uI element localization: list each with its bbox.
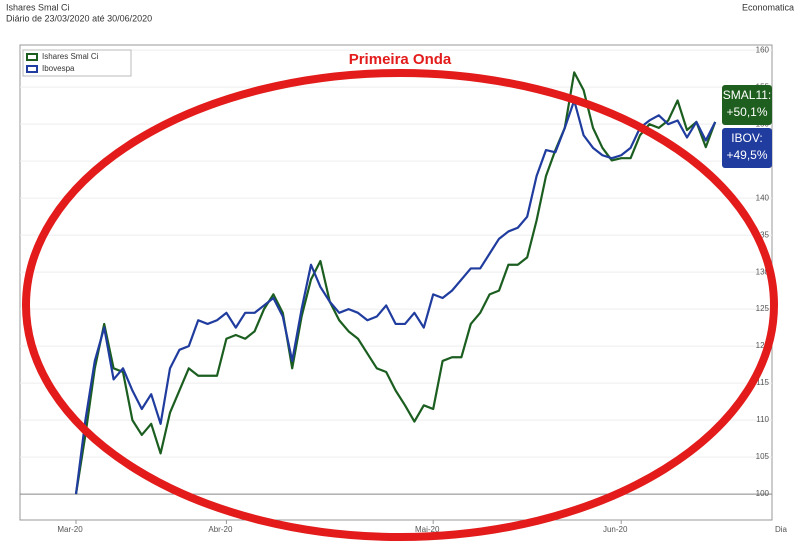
y-tick-label: 160 — [756, 45, 770, 54]
callout-box — [722, 85, 772, 125]
y-tick-label: 130 — [756, 267, 770, 276]
x-tick-label: Mai-20 — [415, 525, 440, 534]
legend-swatch — [26, 65, 38, 73]
series-line — [74, 99, 717, 495]
y-tick-label: 115 — [756, 378, 769, 387]
chart-title: Ishares Smal Ci — [6, 2, 70, 12]
callout-text: +49,5% — [726, 148, 767, 162]
y-tick-label: 120 — [756, 341, 770, 350]
x-tick-label: Jun-20 — [603, 525, 628, 534]
callout-text: IBOV: — [731, 131, 763, 145]
annotation: Primeira Onda — [349, 51, 452, 68]
legend-box — [22, 49, 132, 77]
y-tick-label: 105 — [756, 452, 770, 461]
x-tick-label: Mar-20 — [57, 525, 83, 534]
x-tick-label: Abr-20 — [208, 525, 233, 534]
y-tick-label: 140 — [756, 193, 770, 202]
chart-subtitle: Diário de 23/03/2020 até 30/06/2020 — [6, 13, 152, 23]
y-tick-label: 135 — [756, 230, 770, 239]
legend: Ishares Smal Ci Ibovespa — [22, 49, 132, 77]
legend-label: Ibovespa — [42, 64, 75, 73]
highlight-ellipse — [22, 69, 778, 541]
y-tick-label: 100 — [756, 489, 770, 498]
x-axis-label: Dia — [775, 525, 788, 534]
callout-box — [722, 128, 772, 168]
source: Economatica — [742, 2, 794, 12]
y-tick-label: 125 — [756, 304, 770, 313]
legend-label: Ishares Smal Ci — [42, 52, 99, 61]
callout-text: +50,1% — [726, 105, 767, 119]
legend-swatch — [26, 53, 38, 61]
callout-text: SMAL11: — [723, 88, 771, 102]
y-tick-label: 110 — [756, 415, 769, 424]
